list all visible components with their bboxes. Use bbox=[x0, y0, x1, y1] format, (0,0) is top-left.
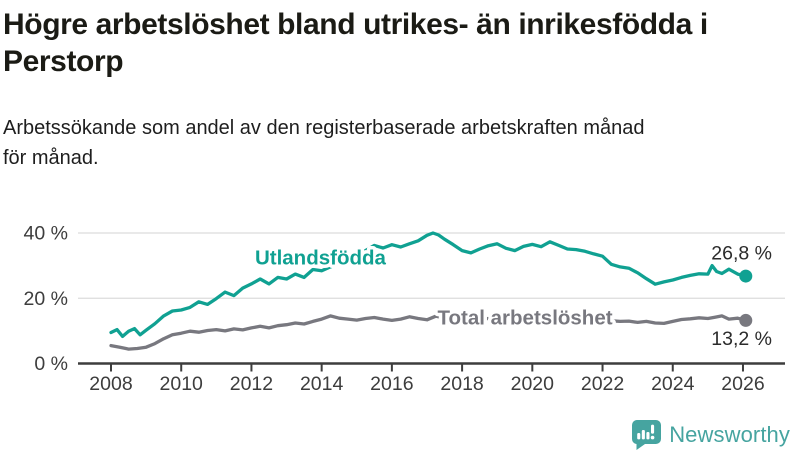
x-tick-label: 2022 bbox=[581, 373, 624, 395]
y-tick-label: 0 % bbox=[34, 353, 68, 375]
newsworthy-logo-icon bbox=[632, 420, 662, 450]
page-title: Högre arbetslöshet bland utrikes- än inr… bbox=[3, 8, 708, 78]
y-tick-label: 40 % bbox=[24, 223, 68, 245]
brand-name: Newsworthy bbox=[669, 421, 790, 447]
unemployment-line-chart: 2008 2010 2012 2014 2016 2018 2020 2022 2024 2026… bbox=[0, 206, 800, 406]
series-line-utlandsf-dda bbox=[109, 231, 748, 339]
x-tick-label: 2012 bbox=[230, 373, 273, 395]
x-tick-label: 2024 bbox=[651, 373, 695, 395]
x-tick-label: 2026 bbox=[721, 373, 764, 395]
x-tick-label: 2018 bbox=[440, 373, 483, 395]
x-tick-label: 2020 bbox=[511, 373, 555, 395]
series-end-value-label: 13,2 % bbox=[711, 328, 772, 350]
chart-canvas: 2008 2010 2012 2014 2016 2018 2020 2022 2024 2026… bbox=[24, 223, 785, 395]
series-end-value-label: 26,8 % bbox=[711, 243, 772, 265]
brand-footer: Newsworthy bbox=[631, 419, 790, 450]
x-tick-label: 2010 bbox=[160, 373, 204, 395]
page-subtitle: Arbetssökande som andel av den registerb… bbox=[3, 117, 645, 169]
series-end-dot bbox=[739, 313, 753, 327]
series-label: Utlandsfödda bbox=[255, 246, 387, 269]
x-tick-label: 2008 bbox=[89, 373, 132, 395]
x-tick-label: 2014 bbox=[300, 373, 344, 395]
x-tick-label: 2016 bbox=[370, 373, 413, 395]
series-line-total-arbetsl-shet bbox=[109, 314, 748, 351]
series-end-dot bbox=[739, 269, 753, 283]
y-tick-label: 20 % bbox=[24, 288, 68, 310]
series-label: Total arbetslöshet bbox=[438, 307, 613, 330]
